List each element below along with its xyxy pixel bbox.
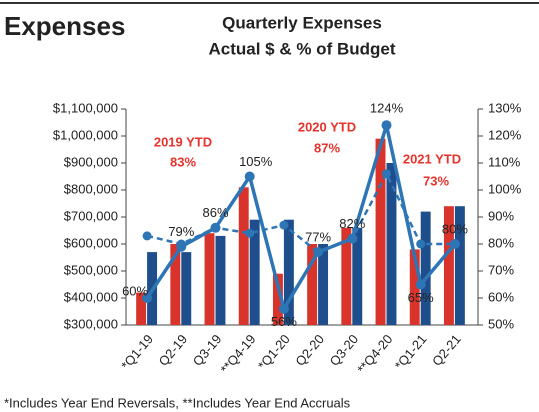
annotation: 2021 YTD — [403, 151, 461, 166]
value-label: 79% — [168, 224, 194, 239]
bar — [181, 252, 192, 325]
value-label: 86% — [202, 205, 228, 220]
y-tick-label: $500,000 — [64, 262, 118, 277]
y2-tick-label: 50% — [488, 316, 514, 331]
line-point — [347, 233, 358, 244]
bar — [318, 244, 329, 325]
value-label: 124% — [370, 101, 404, 116]
bar — [249, 219, 260, 325]
value-label: 77% — [305, 230, 331, 245]
line-point — [415, 279, 426, 290]
x-tick-label: Q2-20 — [292, 331, 327, 368]
line-point — [449, 239, 460, 249]
line-point — [416, 239, 426, 249]
y-tick-label: $600,000 — [64, 235, 118, 250]
x-tick-label: *Q1-21 — [392, 331, 430, 372]
annotation: 87% — [314, 140, 340, 155]
x-tick-label: **Q4-20 — [354, 331, 395, 376]
y-tick-label: $300,000 — [64, 316, 118, 331]
y-tick-label: $1,100,000 — [53, 100, 118, 115]
line-point — [382, 169, 391, 179]
value-label: 80% — [442, 221, 468, 236]
line-point — [244, 171, 255, 182]
annotation: 2020 YTD — [298, 119, 356, 134]
value-label: 56% — [271, 314, 297, 329]
value-label: 82% — [339, 216, 365, 231]
y-tick-label: $1,000,000 — [53, 127, 118, 142]
header: Expenses — [4, 11, 125, 41]
line-point — [278, 303, 289, 314]
line-point — [142, 231, 152, 241]
line-point — [279, 220, 289, 230]
bar — [409, 249, 420, 325]
y2-tick-label: 120% — [488, 127, 522, 142]
annotation: 83% — [170, 154, 196, 169]
bar — [170, 244, 181, 325]
x-tick-label: Q3-19 — [190, 331, 225, 368]
bar — [204, 233, 215, 325]
bar — [352, 227, 363, 325]
line-point — [142, 293, 153, 303]
line-point — [313, 247, 324, 258]
line — [145, 124, 457, 314]
x-tick-label: *Q1-20 — [255, 331, 293, 372]
y-tick-label: $700,000 — [64, 208, 118, 223]
line-point — [245, 228, 255, 238]
x-tick-label: *Q1-19 — [118, 331, 156, 372]
y2-tick-label: 60% — [488, 289, 514, 304]
bar — [283, 219, 294, 325]
y2-tick-label: 70% — [488, 262, 514, 277]
y2-tick-label: 80% — [488, 235, 514, 250]
line-point — [176, 241, 187, 252]
value-label: 65% — [408, 290, 434, 305]
bar — [215, 235, 226, 325]
x-tick-label: Q3-20 — [327, 331, 362, 368]
x-tick-label: Q2-21 — [429, 331, 464, 368]
y2-tick-label: 100% — [488, 181, 522, 196]
y-tick-label: $800,000 — [64, 181, 118, 196]
bar — [238, 187, 249, 325]
value-label: 60% — [122, 283, 148, 298]
chart-subtitle: Actual $ & % of Budget — [208, 39, 395, 58]
bar — [341, 227, 352, 325]
y2-tick-label: 130% — [488, 100, 522, 115]
bar — [443, 206, 454, 325]
bar — [386, 163, 397, 325]
y2-tick-label: 110% — [488, 154, 521, 169]
line-point — [381, 120, 392, 131]
footnote: *Includes Year End Reversals, **Includes… — [4, 395, 351, 410]
x-tick-label: Q2-19 — [156, 331, 191, 368]
bar — [454, 206, 465, 325]
annotation: 73% — [423, 173, 449, 188]
y2-tick-label: 90% — [488, 208, 514, 223]
bar — [136, 292, 147, 325]
value-label: 105% — [239, 154, 273, 169]
bar — [420, 211, 431, 325]
chart-title: Quarterly Expenses — [222, 13, 382, 32]
bar — [375, 138, 386, 325]
line-point — [210, 222, 221, 233]
y-tick-label: $900,000 — [64, 154, 118, 169]
y-tick-label: $400,000 — [64, 289, 118, 304]
x-tick-label: **Q4-19 — [217, 331, 258, 376]
bar — [307, 244, 318, 325]
bar — [272, 273, 283, 325]
annotation: 2019 YTD — [154, 134, 212, 149]
